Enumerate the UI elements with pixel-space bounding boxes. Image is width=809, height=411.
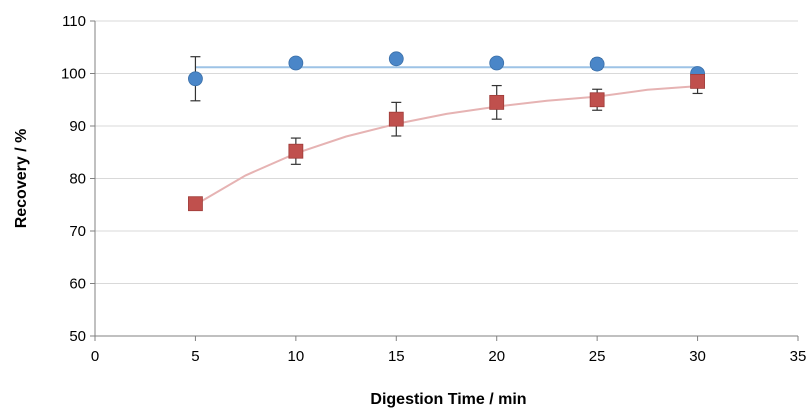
- x-tick-label: 25: [589, 348, 606, 365]
- axes: [90, 20, 799, 341]
- x-axis-title: Digestion Time / min: [370, 391, 526, 408]
- y-tick-label: 50: [69, 328, 86, 345]
- x-tick-label: 15: [388, 348, 405, 365]
- error-bars: [190, 55, 703, 207]
- y-tick-labels: 50 60 70 80 90 100 110: [61, 13, 86, 345]
- x-tick-label: 0: [91, 348, 99, 365]
- x-tick-label: 35: [790, 348, 807, 365]
- data-points: [188, 51, 705, 212]
- x-tick-labels: 0 5 10 15 20 25 30 35: [91, 348, 807, 365]
- x-tick-label: 30: [689, 348, 706, 365]
- y-axis-title: Recovery / %: [13, 129, 30, 229]
- data-point: [288, 55, 304, 71]
- x-tick-label: 10: [288, 348, 305, 365]
- data-point: [188, 71, 203, 87]
- trend-line: [194, 85, 698, 206]
- data-point: [388, 111, 404, 127]
- y-tick-label: 60: [69, 276, 86, 293]
- data-point: [589, 92, 605, 108]
- trend-lines: [194, 66, 698, 206]
- x-tick-label: 5: [191, 348, 199, 365]
- data-point: [589, 56, 605, 72]
- y-tick-label: 80: [69, 171, 86, 188]
- y-tick-label: 110: [62, 13, 86, 30]
- data-point: [690, 73, 705, 89]
- y-tick-label: 90: [69, 118, 86, 135]
- x-tick-label: 20: [488, 348, 505, 365]
- data-point: [489, 94, 505, 110]
- gridlines: [95, 20, 798, 284]
- data-point: [288, 143, 304, 159]
- data-point: [489, 55, 505, 71]
- y-tick-label: 100: [61, 66, 86, 83]
- y-tick-label: 70: [69, 223, 86, 240]
- data-point: [388, 51, 404, 67]
- data-point: [188, 196, 203, 212]
